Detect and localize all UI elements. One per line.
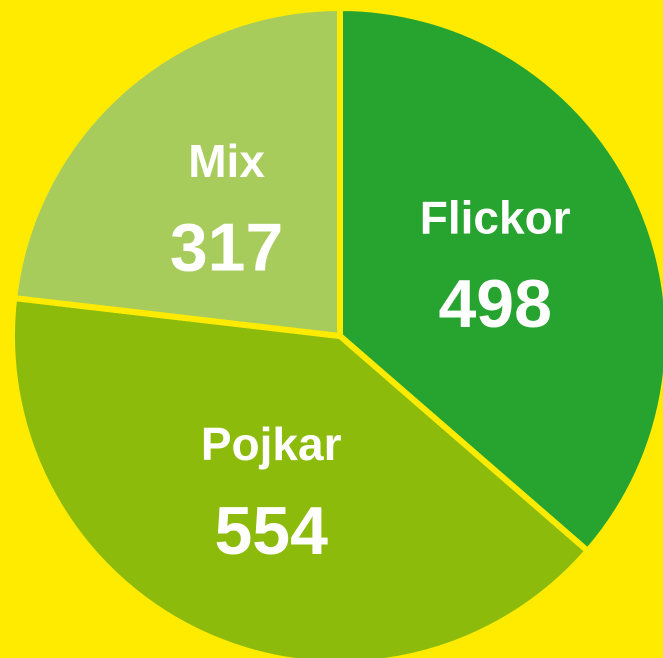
- pie-slice: [11, 5, 343, 339]
- slice-value: 317: [170, 210, 283, 286]
- slice-label: Pojkar: [201, 418, 342, 470]
- pie-slice: [9, 295, 591, 658]
- slice-label: Flickor: [420, 191, 571, 243]
- slice-label: Mix: [188, 135, 265, 187]
- slice-value: 554: [214, 493, 328, 569]
- pie-slice: [337, 5, 663, 555]
- slice-value: 498: [438, 266, 551, 342]
